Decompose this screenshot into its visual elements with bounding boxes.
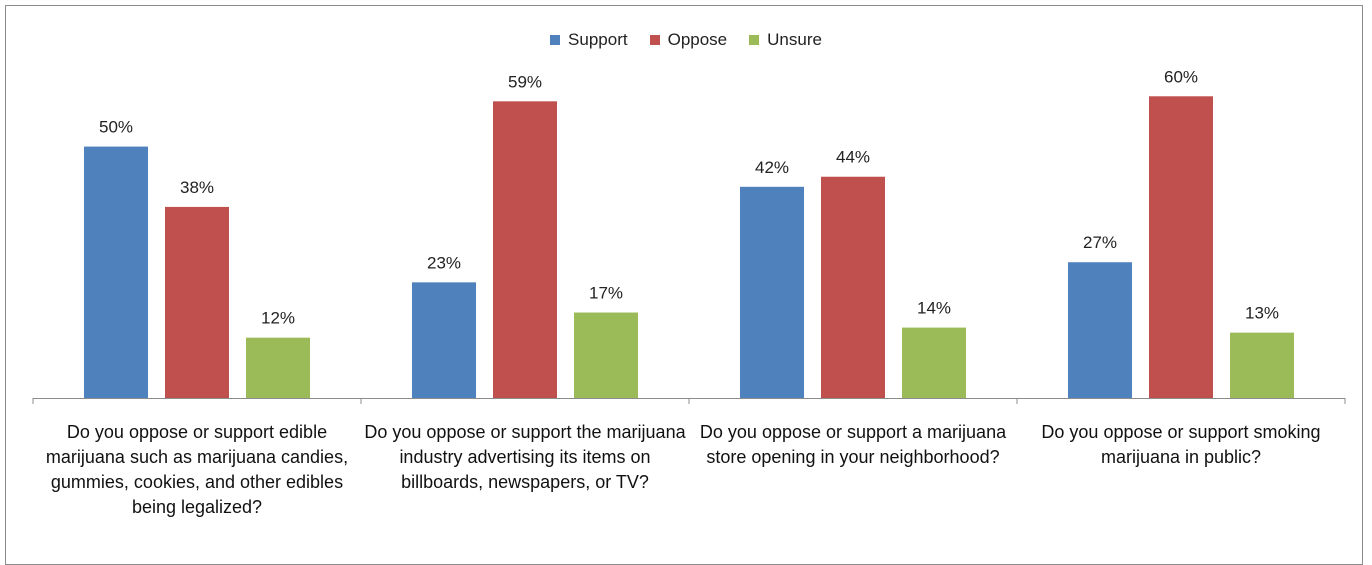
- chart-frame: [5, 5, 1363, 565]
- bar-unsure-4: [1230, 332, 1294, 398]
- bar-support-3: [740, 186, 804, 398]
- bar-support-1: [84, 146, 148, 398]
- bar-unsure-2: [574, 312, 638, 398]
- data-label-support-3: 42%: [755, 158, 789, 177]
- bar-chart: 50% 38% 12% 23% 59% 17% 42% 44% 14% 27% 60% 13%: [32, 67, 1346, 404]
- data-label-oppose-2: 59%: [508, 72, 542, 91]
- data-label-support-4: 27%: [1083, 233, 1117, 252]
- data-label-support-1: 50%: [99, 118, 133, 137]
- bar-unsure-1: [246, 337, 310, 398]
- data-label-oppose-4: 60%: [1164, 67, 1198, 86]
- bar-support-2: [412, 282, 476, 398]
- category-label-store: Do you oppose or support a marijuana sto…: [699, 422, 1007, 467]
- data-label-unsure-4: 13%: [1245, 304, 1279, 323]
- legend-swatch-support: [550, 35, 561, 45]
- bar-oppose-4: [1149, 96, 1213, 399]
- bar-unsure-3: [902, 327, 966, 398]
- data-label-oppose-1: 38%: [180, 178, 214, 197]
- legend-label-unsure: Unsure: [767, 30, 822, 49]
- legend-swatch-oppose: [649, 35, 660, 45]
- category-label-edibles: Do you oppose or support edible marijuan…: [45, 422, 349, 517]
- category-label-public: Do you oppose or support smoking marijua…: [1041, 422, 1321, 467]
- data-label-unsure-1: 12%: [261, 309, 295, 328]
- legend-label-support: Support: [568, 30, 628, 49]
- legend-label-oppose: Oppose: [667, 30, 728, 49]
- bar-support-4: [1068, 262, 1132, 398]
- data-label-oppose-3: 44%: [836, 148, 870, 167]
- data-label-support-2: 23%: [427, 253, 461, 272]
- legend-item-support: Support: [550, 30, 628, 50]
- bar-oppose-2: [493, 101, 557, 399]
- data-label-unsure-2: 17%: [589, 284, 623, 303]
- bar-oppose-1: [165, 206, 229, 398]
- legend-swatch-unsure: [749, 35, 760, 45]
- legend-item-oppose: Oppose: [649, 30, 728, 50]
- category-label-advertising: Do you oppose or support the marijuana i…: [364, 422, 686, 492]
- legend: Support Oppose Unsure: [0, 30, 1372, 50]
- bar-oppose-3: [821, 176, 885, 398]
- data-label-unsure-3: 14%: [917, 299, 951, 318]
- legend-item-unsure: Unsure: [749, 30, 822, 50]
